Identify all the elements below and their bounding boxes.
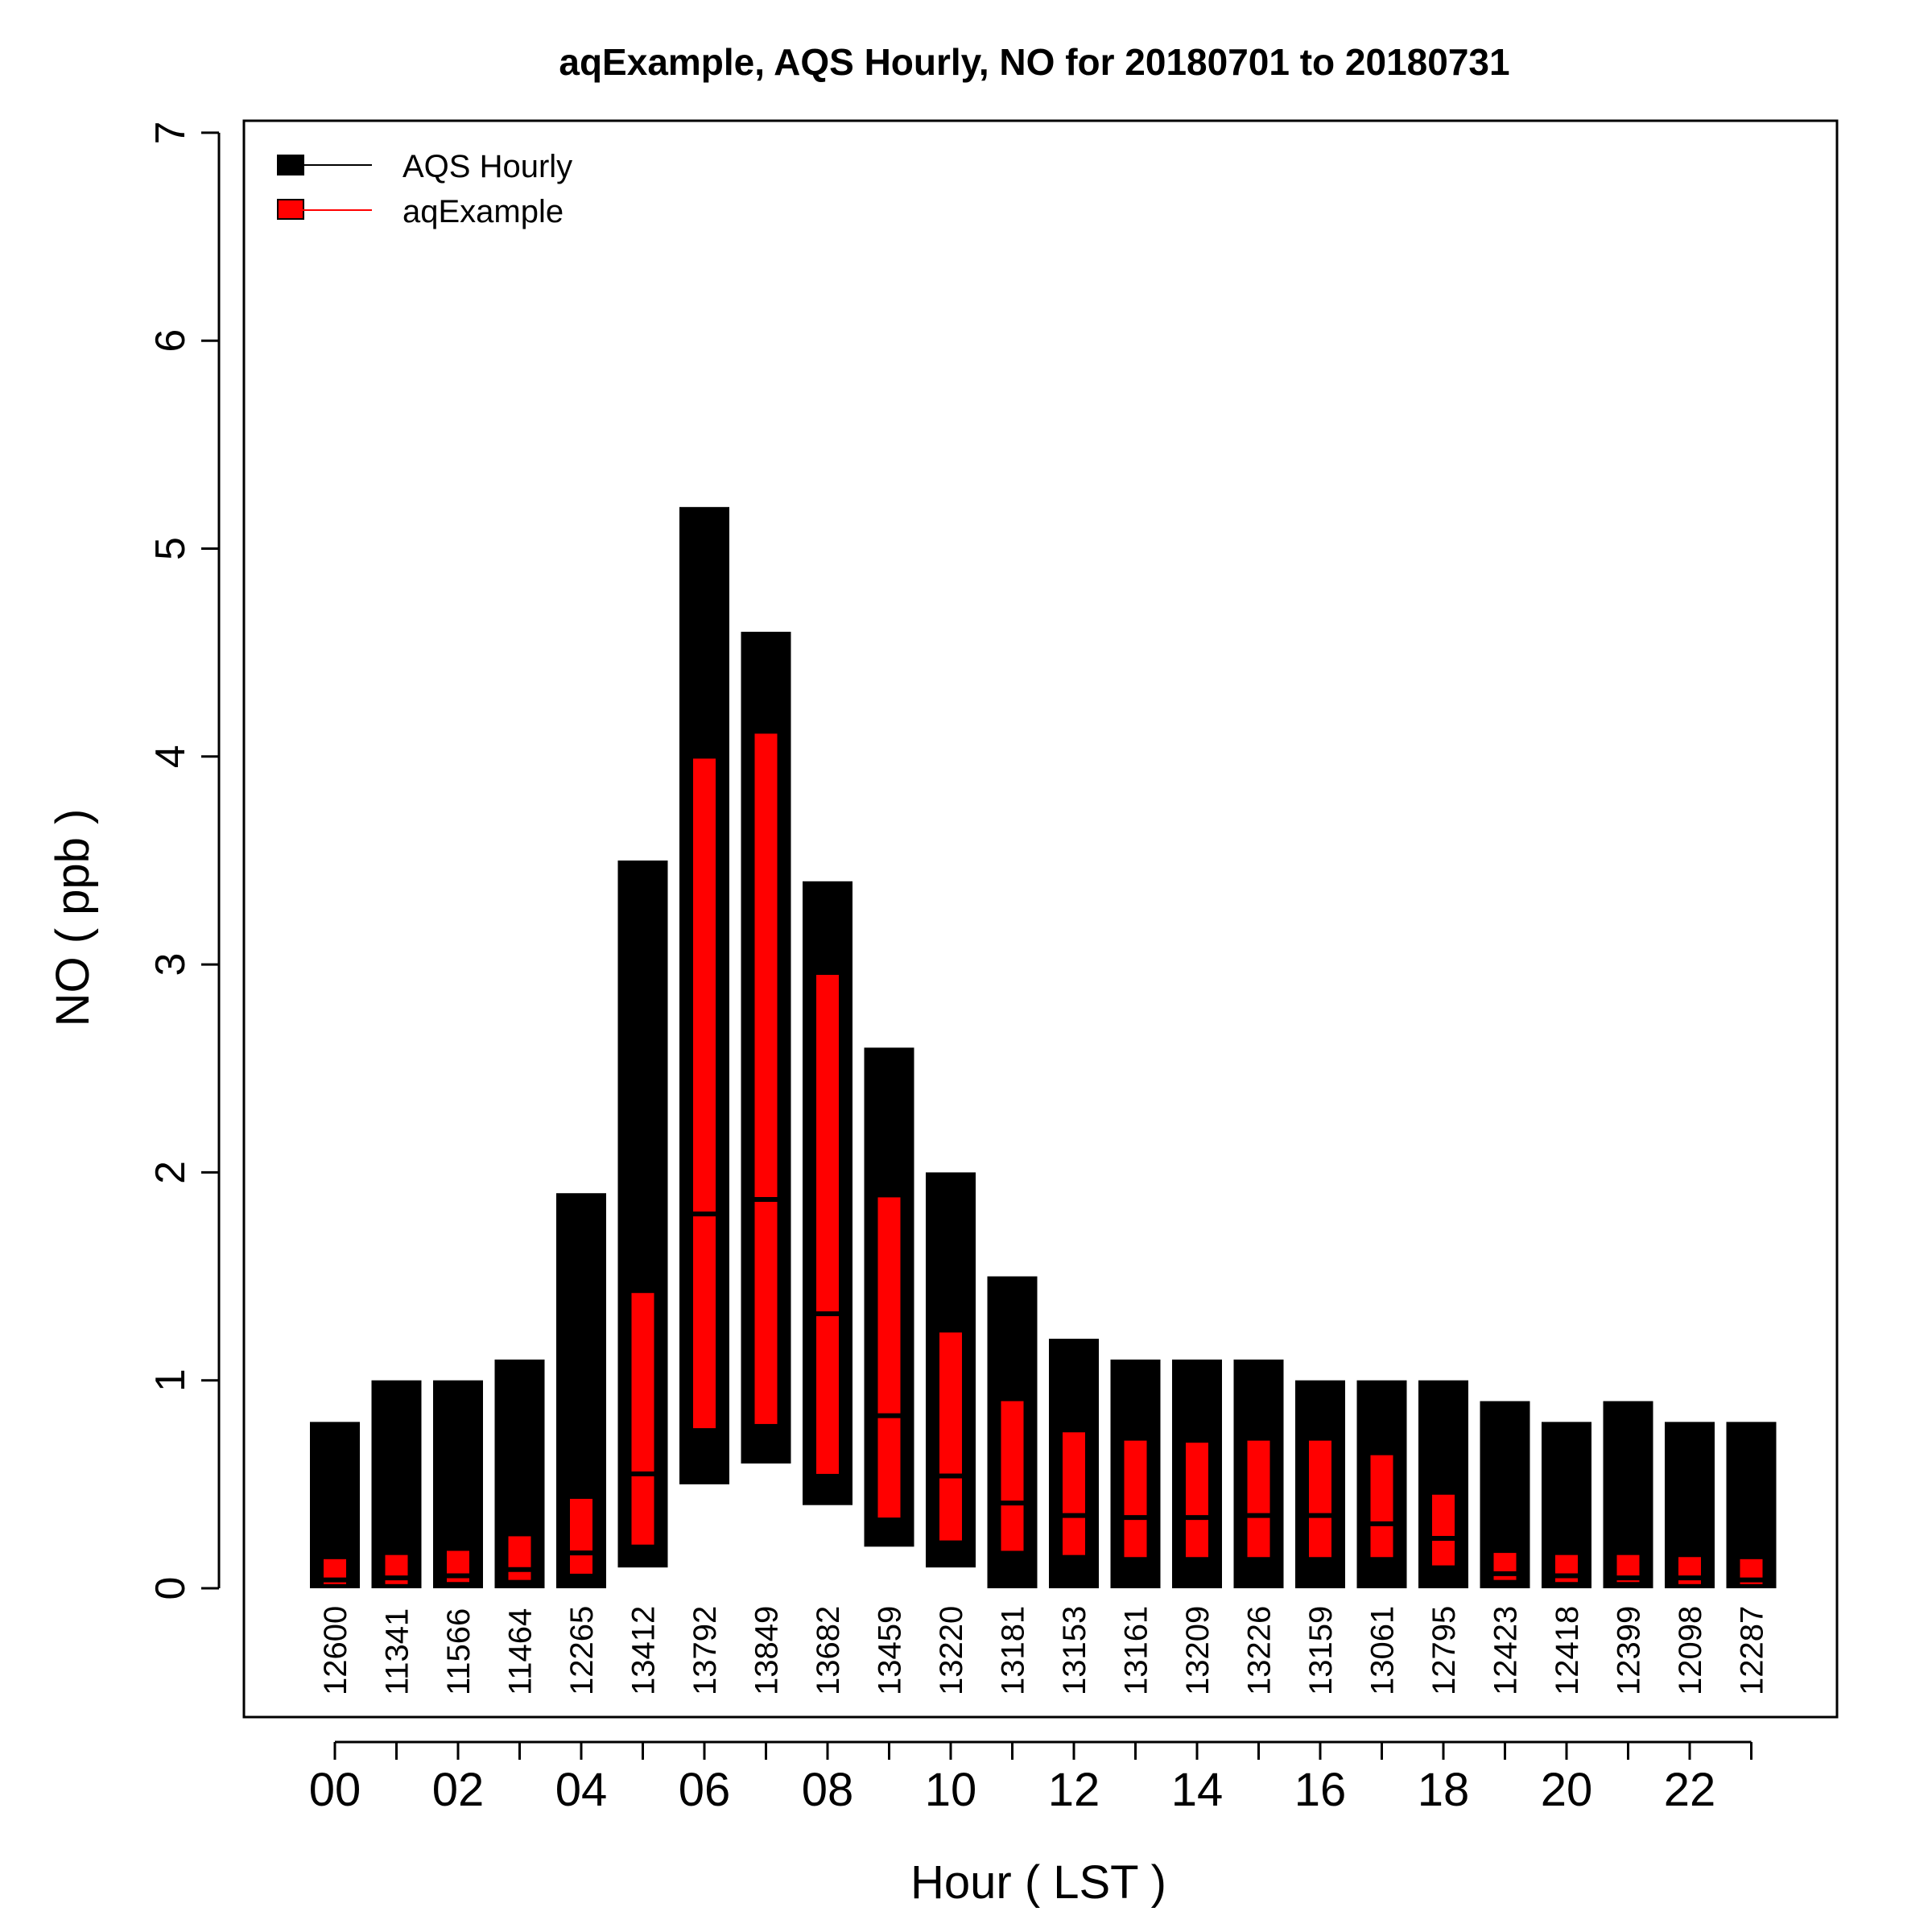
count-label: 13209 (1180, 1606, 1216, 1695)
x-tick-label: 04 (555, 1764, 608, 1816)
count-label: 13159 (1303, 1606, 1339, 1695)
aqexample-box (1247, 1440, 1270, 1558)
count-label: 13459 (873, 1606, 908, 1695)
aqexample-box (754, 733, 778, 1424)
aqexample-box (508, 1536, 531, 1580)
y-tick-label: 2 (147, 1161, 194, 1184)
count-label: 12399 (1612, 1606, 1647, 1695)
x-tick-label: 02 (432, 1764, 485, 1816)
x-tick-label: 16 (1294, 1764, 1347, 1816)
x-tick-label: 22 (1664, 1764, 1716, 1816)
count-label: 12265 (564, 1606, 600, 1695)
count-label: 12423 (1488, 1606, 1524, 1695)
aqexample-box (816, 975, 839, 1474)
count-label: 13792 (687, 1606, 723, 1695)
aqexample-box (1432, 1494, 1455, 1566)
count-label: 13181 (996, 1606, 1031, 1695)
aqexample-box (939, 1332, 962, 1541)
y-axis: 0 1 2 3 4 5 6 7 (147, 121, 221, 1600)
count-label: 13161 (1119, 1606, 1154, 1695)
count-label: 12795 (1426, 1606, 1462, 1695)
count-label: 12600 (318, 1606, 353, 1695)
y-tick-label: 6 (147, 329, 194, 353)
x-tick-label: 12 (1048, 1764, 1100, 1816)
chart-title: aqExample, AQS Hourly, NO for 20180701 t… (559, 41, 1509, 83)
count-label: 11341 (380, 1608, 415, 1695)
y-tick-label: 1 (147, 1368, 194, 1392)
x-tick-label: 10 (925, 1764, 977, 1816)
y-tick-label: 4 (147, 745, 194, 768)
aqexample-box (1063, 1432, 1085, 1555)
y-tick-label: 3 (147, 953, 194, 976)
aqexample-box (1001, 1401, 1024, 1551)
y-axis-label: NO ( ppb ) (47, 809, 99, 1027)
x-axis: 00 02 04 06 08 10 12 14 16 18 20 22 (309, 1740, 1752, 1816)
x-tick-label: 14 (1171, 1764, 1224, 1816)
count-label: 11464 (503, 1608, 539, 1695)
x-tick-label: 06 (679, 1764, 731, 1816)
x-tick-label: 00 (309, 1764, 361, 1816)
aqexample-series (324, 733, 1763, 1584)
count-label: 11566 (441, 1608, 477, 1695)
count-label: 13220 (934, 1606, 969, 1695)
aqexample-box (1370, 1455, 1393, 1558)
count-labels: 12600 11341 11566 11464 12265 13412 13792 13849… (318, 1606, 1770, 1695)
count-label: 13153 (1057, 1606, 1092, 1695)
count-label: 13412 (626, 1606, 662, 1695)
y-tick-label: 5 (147, 537, 194, 560)
aqexample-box (1309, 1440, 1331, 1558)
count-label: 13682 (811, 1606, 846, 1695)
aqexample-box (877, 1197, 901, 1518)
aqexample-box (570, 1498, 592, 1574)
aqexample-box (1124, 1440, 1147, 1558)
count-label: 12287 (1735, 1606, 1770, 1695)
count-label: 13849 (749, 1606, 785, 1695)
count-label: 12418 (1550, 1606, 1585, 1695)
legend-label-aqexample: aqExample (402, 194, 564, 229)
x-axis-label: Hour ( LST ) (910, 1856, 1166, 1909)
aqs-hourly-box (371, 1380, 422, 1588)
legend-label-aqs-hourly: AQS Hourly (402, 149, 572, 184)
y-tick-label: 7 (147, 121, 194, 144)
aqexample-box (631, 1293, 654, 1545)
aqexample-box (693, 758, 716, 1429)
x-tick-label: 08 (802, 1764, 854, 1816)
legend: AQS Hourly aqExample (277, 149, 572, 229)
aqexample-box (1186, 1443, 1208, 1558)
count-label: 13061 (1365, 1606, 1401, 1695)
plot-frame (242, 119, 1839, 1719)
count-label: 12098 (1673, 1606, 1708, 1695)
count-label: 13226 (1242, 1606, 1278, 1695)
y-tick-label: 0 (147, 1577, 194, 1600)
x-tick-label: 20 (1541, 1764, 1593, 1816)
x-tick-label: 18 (1418, 1764, 1470, 1816)
